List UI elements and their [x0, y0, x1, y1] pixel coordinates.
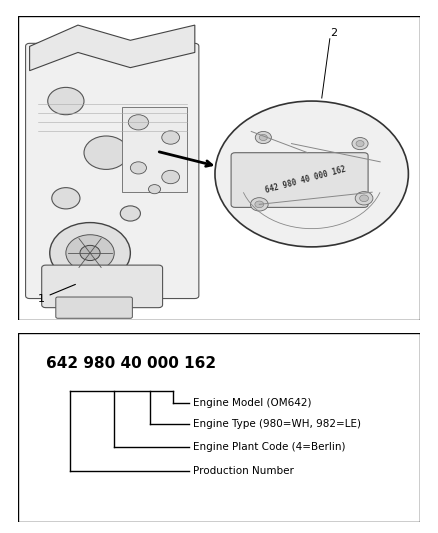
Circle shape: [128, 115, 148, 130]
Text: Engine Plant Code (4=Berlin): Engine Plant Code (4=Berlin): [193, 442, 345, 451]
Circle shape: [148, 184, 161, 193]
FancyBboxPatch shape: [231, 152, 368, 207]
Ellipse shape: [84, 136, 128, 169]
Circle shape: [80, 245, 100, 261]
Ellipse shape: [52, 188, 80, 209]
Circle shape: [360, 195, 368, 201]
Circle shape: [162, 171, 180, 184]
Circle shape: [255, 201, 264, 208]
Circle shape: [66, 235, 114, 271]
Polygon shape: [30, 25, 195, 71]
Circle shape: [259, 134, 267, 141]
Circle shape: [352, 138, 368, 150]
Circle shape: [251, 198, 268, 211]
Circle shape: [162, 131, 180, 144]
Text: Production Number: Production Number: [193, 466, 294, 477]
Text: 642 980 40 000 162: 642 980 40 000 162: [264, 165, 347, 195]
Circle shape: [255, 132, 272, 143]
Text: 2: 2: [330, 28, 337, 38]
FancyBboxPatch shape: [56, 297, 132, 318]
Ellipse shape: [145, 127, 173, 148]
FancyBboxPatch shape: [122, 107, 187, 192]
Text: Engine Model (OM642): Engine Model (OM642): [193, 398, 311, 408]
Circle shape: [355, 191, 373, 205]
Circle shape: [356, 141, 364, 147]
Text: Engine Type (980=WH, 982=LE): Engine Type (980=WH, 982=LE): [193, 419, 361, 429]
Circle shape: [50, 223, 131, 284]
FancyBboxPatch shape: [42, 265, 162, 308]
Circle shape: [131, 162, 146, 174]
Circle shape: [215, 101, 408, 247]
Text: 642 980 40 000 162: 642 980 40 000 162: [46, 356, 216, 371]
Text: 1: 1: [38, 285, 75, 304]
Ellipse shape: [48, 87, 84, 115]
Ellipse shape: [120, 206, 141, 221]
FancyBboxPatch shape: [25, 43, 199, 298]
